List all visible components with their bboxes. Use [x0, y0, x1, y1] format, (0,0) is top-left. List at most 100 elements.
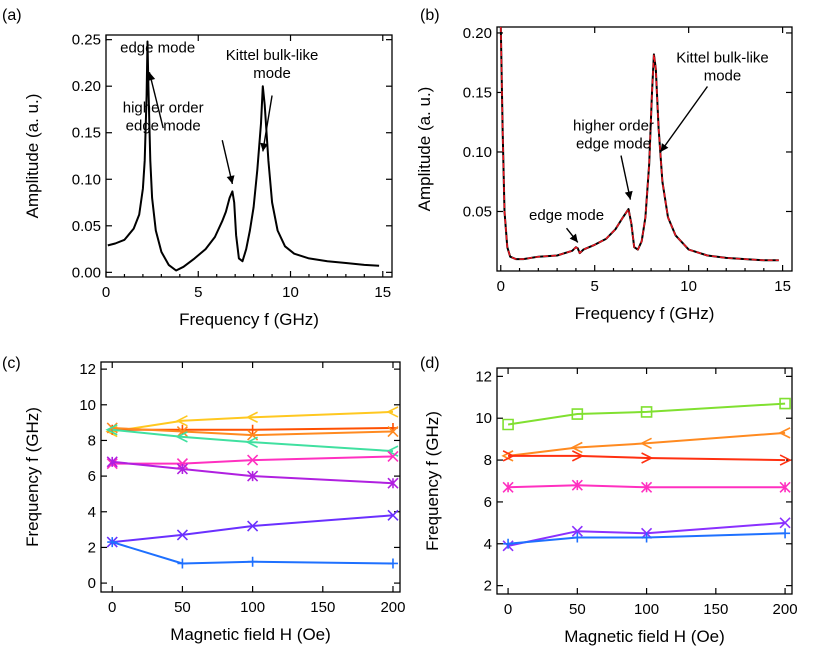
x-tick-label: 150	[310, 599, 335, 616]
y-tick-label: 8	[484, 452, 492, 469]
x-tick-label: 0	[108, 599, 116, 616]
data-point-marker	[387, 558, 398, 569]
data-point-marker	[387, 425, 399, 438]
x-axis-label-a: Frequency f (GHz)	[179, 310, 319, 329]
data-point-marker	[106, 456, 118, 468]
x-tick-label: 200	[773, 601, 798, 618]
data-point-marker	[502, 481, 514, 493]
data-point-marker	[175, 431, 188, 443]
y-tick-label: 12	[475, 368, 492, 385]
x-tick-label: 15	[774, 278, 791, 295]
y-tick-label: 8	[88, 432, 96, 449]
data-point-marker	[780, 528, 791, 539]
y-axis-label-b: Amplitude (a. u.)	[415, 87, 434, 212]
data-point-marker	[779, 397, 791, 410]
series-line-mode-8	[111, 541, 394, 565]
y-tick-label: 4	[88, 504, 96, 521]
annotation-text: edge mode	[576, 136, 651, 153]
x-tick-label: 100	[240, 599, 265, 616]
data-point-marker	[502, 450, 515, 462]
data-point-marker	[177, 424, 188, 435]
x-tick-label: 10	[680, 278, 697, 295]
series-line-fit	[500, 26, 779, 262]
x-tick-label: 100	[634, 601, 659, 618]
data-point-marker	[501, 450, 514, 462]
plot-frame-d	[496, 367, 793, 595]
y-tick-label: 2	[484, 578, 492, 595]
x-tick-label: 5	[591, 278, 599, 295]
annotation-text: edge mode	[120, 40, 195, 57]
series-line-mode-1	[112, 410, 394, 433]
data-point-marker	[641, 481, 653, 493]
plot-frame-b	[496, 26, 793, 272]
series-line-mode-5	[507, 521, 786, 547]
data-point-marker	[571, 525, 583, 537]
x-axis-label-c: Magnetic field H (Oe)	[170, 625, 331, 644]
data-point-marker	[245, 411, 258, 423]
annotation-text: edge mode	[529, 207, 604, 224]
x-axis-label-b: Frequency f (GHz)	[575, 304, 715, 323]
series-line-mode-1	[507, 402, 786, 426]
panel-label-c: (c)	[2, 355, 21, 372]
y-tick-label: 0.20	[72, 78, 101, 95]
data-point-marker	[247, 556, 258, 567]
annotation-arrow-shaft	[148, 72, 164, 129]
data-point-marker	[247, 454, 259, 466]
data-point-marker	[572, 532, 583, 543]
data-point-marker	[640, 406, 653, 418]
data-point-marker	[245, 436, 258, 448]
panel-label-b: (b)	[420, 7, 440, 24]
data-point-marker	[175, 415, 188, 427]
y-tick-label: 0.15	[72, 125, 101, 142]
annotation-text: higher order	[573, 118, 654, 135]
data-point-marker	[779, 454, 792, 466]
data-point-marker	[571, 450, 585, 462]
panel-label-a: (a)	[2, 7, 22, 24]
y-axis-label-d: Frequency f (GHz)	[423, 411, 442, 551]
y-tick-label: 10	[475, 410, 492, 427]
data-point-marker	[176, 463, 188, 475]
annotation-arrow-head	[624, 190, 633, 200]
y-tick-label: 6	[484, 494, 492, 511]
y-tick-label: 0.20	[463, 25, 492, 42]
x-tick-label: 5	[194, 284, 202, 301]
panel-label-d: (d)	[420, 355, 440, 372]
series-line-mode-7	[112, 514, 394, 544]
data-point-marker	[387, 509, 399, 521]
data-point-marker	[639, 437, 652, 450]
x-tick-label: 0	[504, 601, 512, 618]
y-tick-label: 0.05	[72, 218, 101, 235]
data-point-marker	[177, 558, 188, 569]
data-point-marker	[176, 529, 188, 541]
x-tick-label: 150	[703, 601, 728, 618]
data-point-marker	[641, 532, 652, 543]
series-line-mode-5	[112, 455, 394, 465]
y-tick-label: 0	[88, 575, 96, 592]
x-tick-label: 10	[282, 284, 299, 301]
annotation-text: Kittel bulk-like	[676, 50, 769, 67]
series-line-mode-3	[508, 454, 786, 462]
y-tick-label: 0.25	[72, 32, 101, 49]
x-tick-label: 0	[497, 278, 505, 295]
y-tick-label: 6	[88, 468, 96, 485]
annotation-arrow-shaft	[659, 86, 709, 153]
x-tick-label: 50	[174, 599, 191, 616]
y-tick-label: 0.05	[463, 203, 492, 220]
y-tick-label: 10	[79, 397, 96, 414]
data-point-marker	[386, 406, 399, 418]
data-point-marker	[503, 538, 514, 549]
data-point-marker	[387, 450, 399, 463]
data-point-marker	[247, 520, 259, 532]
y-tick-label: 0.00	[72, 264, 101, 281]
series-line-spectrum	[107, 40, 380, 272]
data-point-marker	[571, 479, 583, 491]
annotation-arrow-head	[147, 72, 156, 81]
data-point-marker	[247, 470, 259, 482]
x-tick-label: 0	[102, 284, 110, 301]
data-point-marker	[779, 481, 791, 493]
x-tick-label: 200	[380, 599, 405, 616]
series-line-mode-6	[508, 532, 786, 545]
annotation-text: Kittel bulk-like	[226, 47, 319, 64]
plot-frame-c	[100, 361, 401, 593]
